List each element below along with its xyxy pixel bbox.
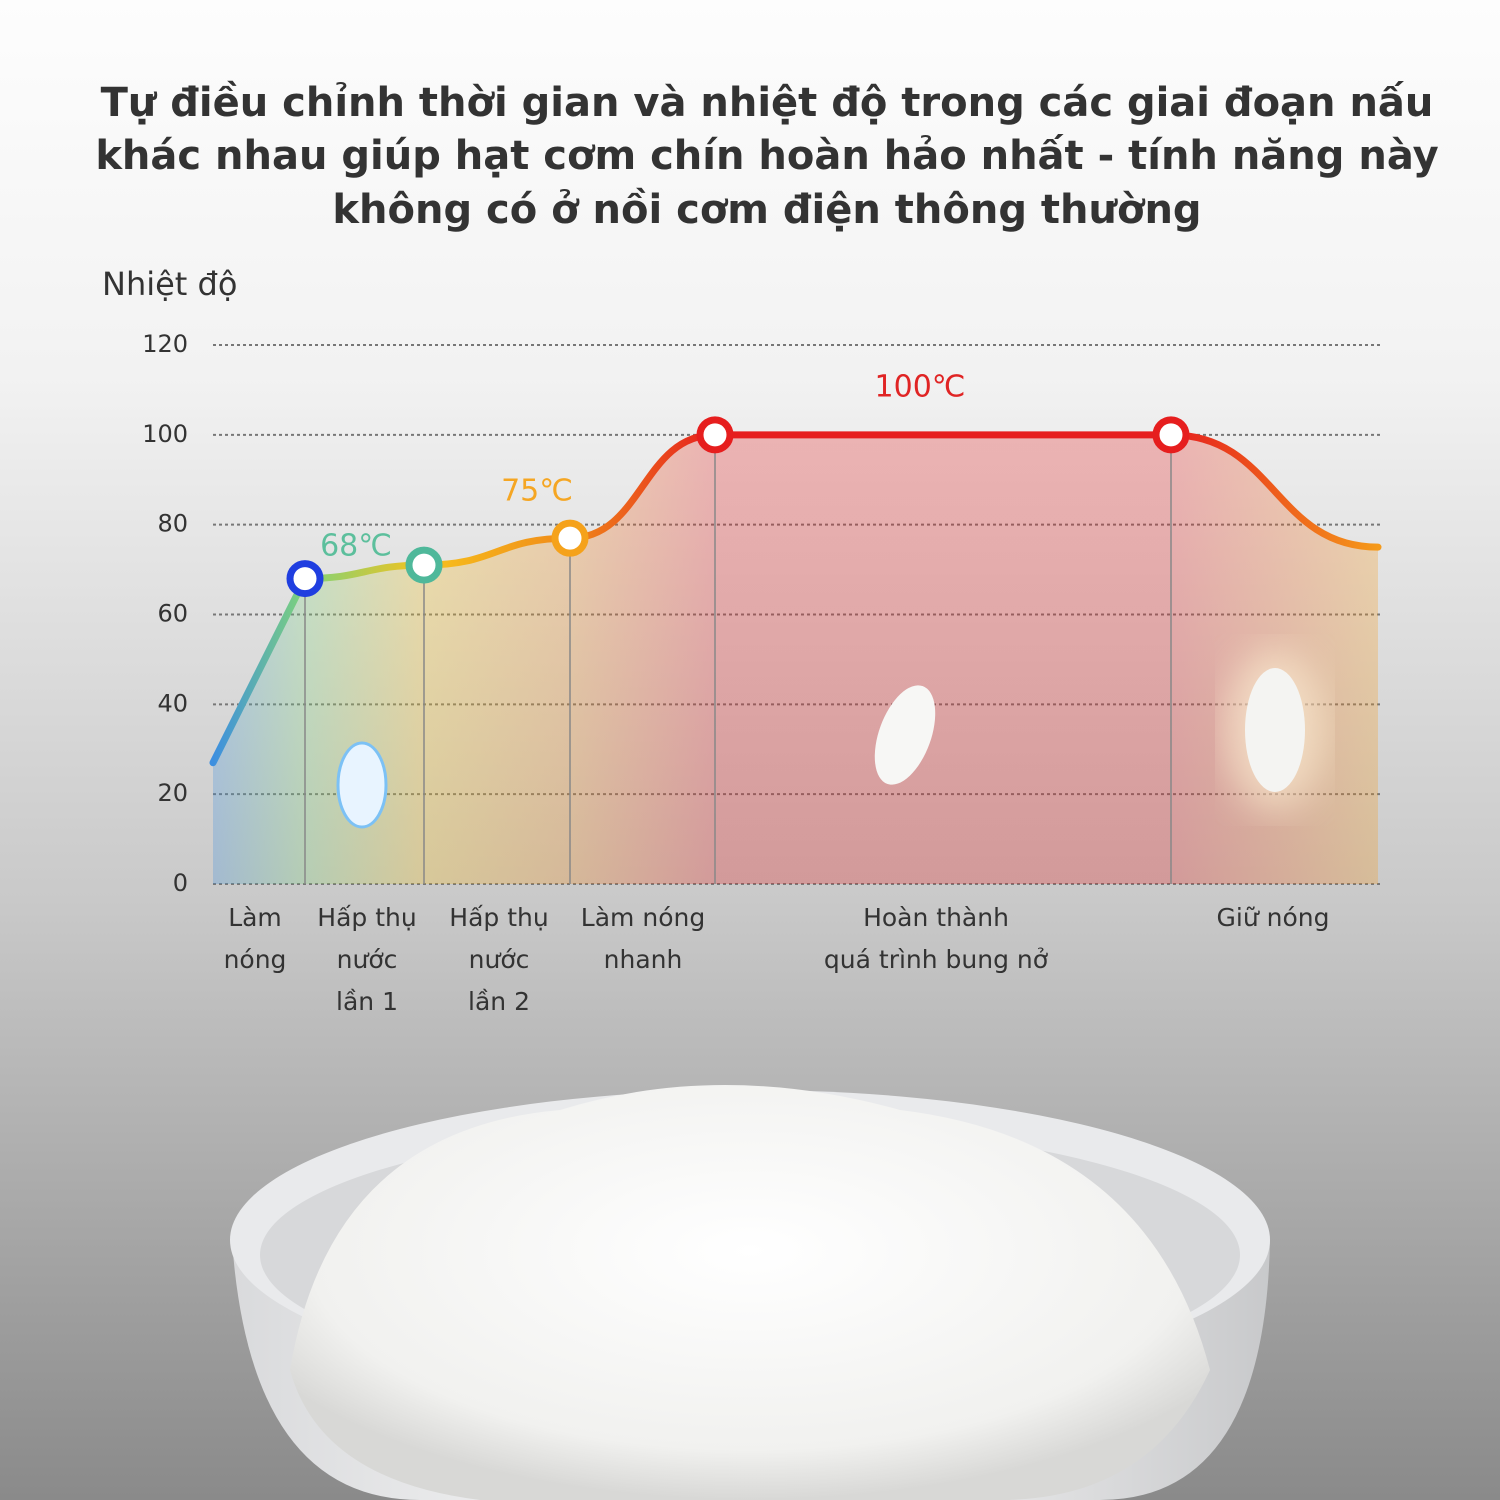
y-tick-label: 100 [142,420,188,448]
point-marker [286,560,324,598]
stage-label: Hoàn thành [863,903,1009,932]
temperature-annotation: 68℃ [320,529,392,564]
stage-label: nước [337,945,398,974]
stage-label: nước [469,945,530,974]
rice-icon [336,650,1325,829]
stage-label: Hấp thụ [317,903,416,932]
point-marker [405,546,443,584]
y-axis-label: Nhiệt độ [102,265,237,303]
stage-label: quá trình bung nở [824,945,1049,974]
temperature-annotation: 100℃ [875,370,966,405]
title: Tự điều chỉnh thời gian và nhiệt độ tron… [95,80,1438,233]
y-tick-label: 0 [173,869,188,897]
title-line: khác nhau giúp hạt cơm chín hoàn hảo nhấ… [95,133,1438,179]
stage-label: Làm [228,903,282,932]
point-marker [1152,416,1190,454]
stage-label: lần 1 [336,987,398,1016]
y-tick-label: 80 [157,510,188,538]
stage-label: nóng [224,945,287,974]
temperature-annotation: 75℃ [501,474,573,509]
point-marker [551,519,589,557]
y-tick-label: 20 [157,779,188,807]
chart: 0 20 40 60 80 100 120 68℃ 75℃ 100℃ Làm nóng Hấp thụ n… [142,330,1382,1016]
stage-label: Giữ nóng [1217,903,1330,932]
stage-label: nhanh [604,945,683,974]
y-tick-label: 120 [142,330,188,358]
rice-bowl [230,1085,1270,1500]
title-line: Tự điều chỉnh thời gian và nhiệt độ tron… [101,80,1434,126]
area-glow [213,434,1378,884]
title-line: không có ở nồi cơm điện thông thường [332,187,1201,233]
stage-label: Hấp thụ [449,903,548,932]
y-tick-label: 40 [157,689,188,717]
stage-label: Làm nóng [581,903,705,932]
point-marker [696,416,734,454]
y-tick-label: 60 [157,600,188,628]
stage-label: lần 2 [468,987,530,1016]
